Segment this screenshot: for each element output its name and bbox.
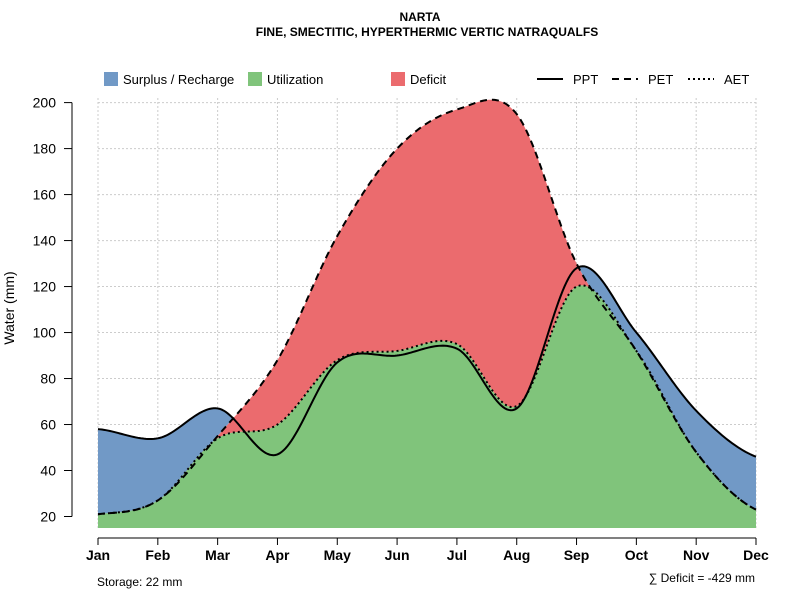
storage-note: Storage: 22 mm: [97, 575, 182, 589]
line-aet: [97, 284, 757, 516]
x-tick-label: Jul: [447, 547, 467, 563]
legend-swatch-utilization: [248, 72, 262, 86]
area-fills: [98, 99, 756, 528]
y-tick-label: 120: [33, 279, 57, 295]
surplus-area: [98, 99, 756, 515]
legend-label-aet: AET: [724, 72, 749, 87]
x-tick-label: Aug: [503, 547, 530, 563]
y-tick-label: 40: [40, 463, 56, 479]
line-ppt: [97, 265, 757, 458]
x-tick-label: Jun: [385, 547, 410, 563]
y-tick-label: 20: [40, 509, 56, 525]
line-pet: [97, 98, 757, 516]
x-tick-label: Nov: [683, 547, 710, 563]
x-tick-label: May: [324, 547, 351, 563]
legend-label-pet: PET: [648, 72, 673, 87]
utilization-area: [98, 285, 756, 528]
y-tick-label: 100: [33, 325, 57, 341]
legend-label-utilization: Utilization: [267, 72, 323, 87]
legend-swatch-surplus: [104, 72, 118, 86]
y-tick-label: 180: [33, 141, 57, 157]
deficit-area: [98, 99, 756, 515]
chart-title: NARTA: [399, 10, 440, 24]
legend-label-ppt: PPT: [573, 72, 598, 87]
x-tick-label: Mar: [205, 547, 230, 563]
legend: Surplus / Recharge Utilization Deficit P…: [104, 72, 749, 87]
y-tick-label: 200: [33, 95, 57, 111]
x-tick-label: Feb: [145, 547, 170, 563]
deficit-note: ∑ Deficit = -429 mm: [649, 571, 755, 585]
y-axis-label: Water (mm): [1, 271, 17, 344]
y-tick-label: 80: [40, 371, 56, 387]
x-tick-label: Apr: [265, 547, 290, 563]
chart-subtitle: FINE, SMECTITIC, HYPERTHERMIC VERTIC NAT…: [256, 25, 598, 39]
x-tick-label: Dec: [743, 547, 769, 563]
y-tick-label: 140: [33, 233, 57, 249]
legend-label-deficit: Deficit: [410, 72, 447, 87]
y-tick-label: 60: [40, 417, 56, 433]
axes: 20 40 60 80 100 120 140 160 180 200 Jan Feb Mar Apr Ma…: [33, 95, 769, 563]
x-tick-label: Sep: [564, 547, 590, 563]
y-tick-label: 160: [33, 187, 57, 203]
legend-swatch-deficit: [391, 72, 405, 86]
x-tick-label: Oct: [625, 547, 649, 563]
x-tick-label: Jan: [86, 547, 110, 563]
series-lines: [97, 98, 757, 516]
legend-label-surplus: Surplus / Recharge: [123, 72, 234, 87]
